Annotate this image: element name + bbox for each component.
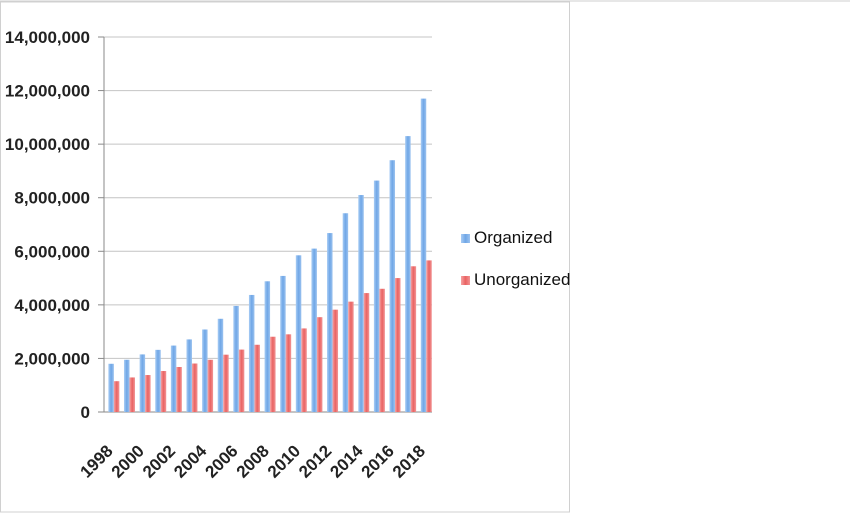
y-axis-ticks: 0 2,000,000 4,000,000 6,000,000 8,000,000 10,… xyxy=(5,28,90,422)
x-tick-label: 2014 xyxy=(326,441,367,482)
organized-bar xyxy=(373,180,380,412)
organized-bar xyxy=(139,354,146,412)
legend-label-unorganized: Unorganized xyxy=(474,270,570,289)
organized-bar xyxy=(420,98,427,412)
unorganized-bar xyxy=(332,309,339,412)
x-tick-label: 2018 xyxy=(389,441,429,481)
organized-bar xyxy=(202,329,208,412)
organized-bar xyxy=(108,363,114,412)
bars xyxy=(108,98,432,412)
organized-bar xyxy=(155,349,161,412)
x-tick-label: 2002 xyxy=(139,441,179,481)
unorganized-bar xyxy=(301,328,307,412)
organized-bar xyxy=(217,318,224,412)
organized-bar xyxy=(389,160,396,412)
unorganized-bar xyxy=(426,260,432,412)
unorganized-bar xyxy=(363,293,370,412)
unorganized-bar xyxy=(145,375,151,412)
y-tick-label: 4,000,000 xyxy=(14,296,90,315)
unorganized-bar xyxy=(270,336,276,412)
organized-bar xyxy=(342,213,349,412)
y-tick-label: 12,000,000 xyxy=(5,82,90,101)
unorganized-bar xyxy=(176,367,182,412)
organized-bar xyxy=(280,275,286,412)
x-tick-label: 2004 xyxy=(170,441,211,482)
unorganized-bar xyxy=(316,317,323,412)
unorganized-bar xyxy=(207,359,214,412)
legend-swatch-unorganized xyxy=(461,276,470,285)
y-tick-label: 2,000,000 xyxy=(14,349,90,368)
organized-bar xyxy=(170,345,177,412)
unorganized-bar xyxy=(113,381,120,412)
organized-bar xyxy=(233,305,239,412)
organized-bar xyxy=(295,255,302,412)
y-tick-label: 14,000,000 xyxy=(5,28,90,47)
y-tick-label: 6,000,000 xyxy=(14,242,90,261)
organized-bar xyxy=(248,294,255,412)
x-tick-label: 1998 xyxy=(77,441,117,481)
unorganized-bar xyxy=(129,377,135,412)
unorganized-bar xyxy=(223,354,229,412)
unorganized-bar xyxy=(379,288,385,412)
x-tick-label: 2006 xyxy=(201,441,241,481)
unorganized-bar xyxy=(285,334,292,412)
chart-border xyxy=(0,1,570,513)
unorganized-bar xyxy=(410,266,417,412)
x-tick-label: 2016 xyxy=(358,441,398,481)
unorganized-bar xyxy=(160,371,167,412)
x-axis-ticks: 1998200020022004200620082010201220142016… xyxy=(77,441,430,482)
organized-bar xyxy=(358,195,364,412)
organized-bar xyxy=(327,233,333,412)
organized-bar xyxy=(123,359,130,412)
legend: Organized Unorganized xyxy=(461,228,570,289)
unorganized-bar xyxy=(238,349,245,412)
organized-bar xyxy=(186,339,192,412)
unorganized-bar xyxy=(254,344,260,412)
legend-swatch-organized xyxy=(461,234,470,243)
y-tick-label: 10,000,000 xyxy=(5,135,90,154)
unorganized-bar xyxy=(348,301,354,412)
unorganized-bar xyxy=(191,363,198,412)
x-tick-label: 2010 xyxy=(264,441,304,481)
x-tick-label: 2012 xyxy=(295,441,335,481)
organized-bar xyxy=(264,281,271,412)
organized-bar xyxy=(405,136,411,412)
unorganized-bar xyxy=(395,278,401,412)
organized-bar xyxy=(311,248,317,412)
x-tick-label: 2008 xyxy=(233,441,273,481)
y-tick-label: 8,000,000 xyxy=(14,189,90,208)
y-tick-label: 0 xyxy=(81,403,90,422)
x-tick-label: 2000 xyxy=(108,441,148,481)
legend-label-organized: Organized xyxy=(474,228,552,247)
